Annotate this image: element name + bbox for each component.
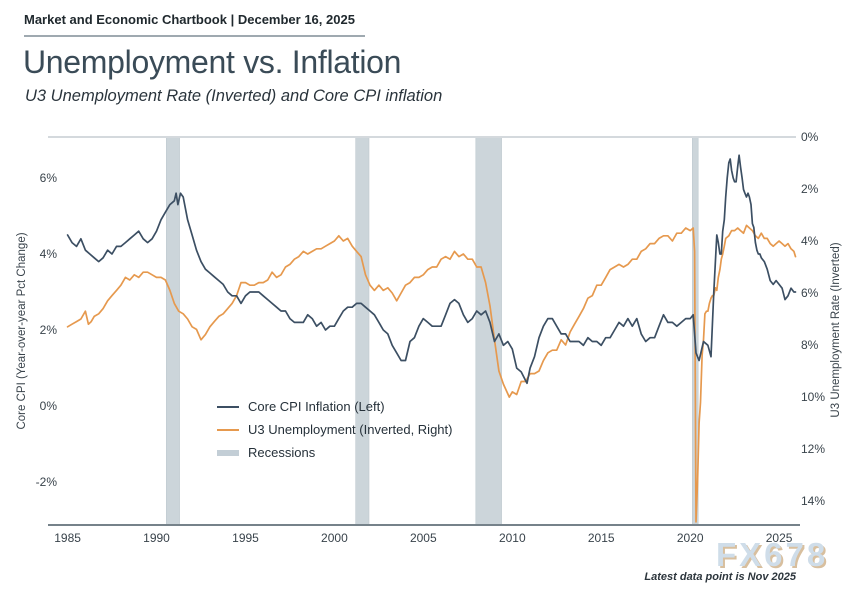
svg-text:6%: 6% <box>40 171 58 185</box>
svg-text:1985: 1985 <box>54 531 81 545</box>
svg-text:2005: 2005 <box>410 531 437 545</box>
recession-bands <box>166 136 699 526</box>
fx678-watermark: FX678 <box>716 536 829 573</box>
left-axis-ticks: 6% 4% 2% 0% -2% <box>36 171 58 489</box>
svg-text:2000: 2000 <box>321 531 348 545</box>
core-cpi-line <box>66 154 797 385</box>
svg-text:12%: 12% <box>801 442 825 456</box>
page-title: Unemployment vs. Inflation <box>23 44 402 80</box>
page-subtitle: U3 Unemployment Rate (Inverted) and Core… <box>25 87 443 105</box>
svg-text:14%: 14% <box>801 494 825 508</box>
svg-text:2010: 2010 <box>499 531 526 545</box>
legend-label: Core CPI Inflation (Left) <box>248 399 385 414</box>
recession-swatch-icon <box>217 449 239 456</box>
right-axis-title: U3 Unemployment Rate (Inverted) <box>830 242 842 417</box>
svg-text:4%: 4% <box>801 234 819 248</box>
legend-label: U3 Unemployment (Inverted, Right) <box>248 422 453 437</box>
svg-text:2%: 2% <box>40 323 58 337</box>
svg-text:4%: 4% <box>40 247 58 261</box>
svg-text:8%: 8% <box>801 338 819 352</box>
svg-text:2020: 2020 <box>677 531 704 545</box>
svg-text:2015: 2015 <box>588 531 615 545</box>
header-rule <box>24 35 365 37</box>
latest-data-footnote: Latest data point is Nov 2025 <box>644 571 796 583</box>
svg-text:2025: 2025 <box>766 531 793 545</box>
u3-unemployment-line <box>66 224 797 523</box>
legend-label: Recessions <box>248 445 316 460</box>
legend-item-u3-unemployment: U3 Unemployment (Inverted, Right) <box>217 418 452 441</box>
unemployment-swatch-icon <box>217 428 239 431</box>
report-header: Market and Economic Chartbook | December… <box>24 12 355 27</box>
svg-text:1995: 1995 <box>232 531 259 545</box>
svg-text:2%: 2% <box>801 182 819 196</box>
legend-item-core-cpi: Core CPI Inflation (Left) <box>217 395 452 418</box>
svg-text:6%: 6% <box>801 286 819 300</box>
left-axis-title: Core CPI (Year-over-year Pct Change) <box>16 232 28 429</box>
svg-text:0%: 0% <box>40 399 58 413</box>
chart-legend: Core CPI Inflation (Left) U3 Unemploymen… <box>217 395 452 464</box>
svg-text:0%: 0% <box>801 130 819 144</box>
legend-item-recessions: Recessions <box>217 441 452 464</box>
core-cpi-swatch-icon <box>217 405 239 408</box>
svg-text:10%: 10% <box>801 390 825 404</box>
right-axis-ticks: 0% 2% 4% 6% 8% 10% 12% 14% <box>801 130 825 508</box>
svg-text:1990: 1990 <box>143 531 170 545</box>
svg-text:-2%: -2% <box>36 475 58 489</box>
x-axis-ticks: 1985 1990 1995 2000 2005 2010 2015 2020 2025 <box>54 531 793 545</box>
